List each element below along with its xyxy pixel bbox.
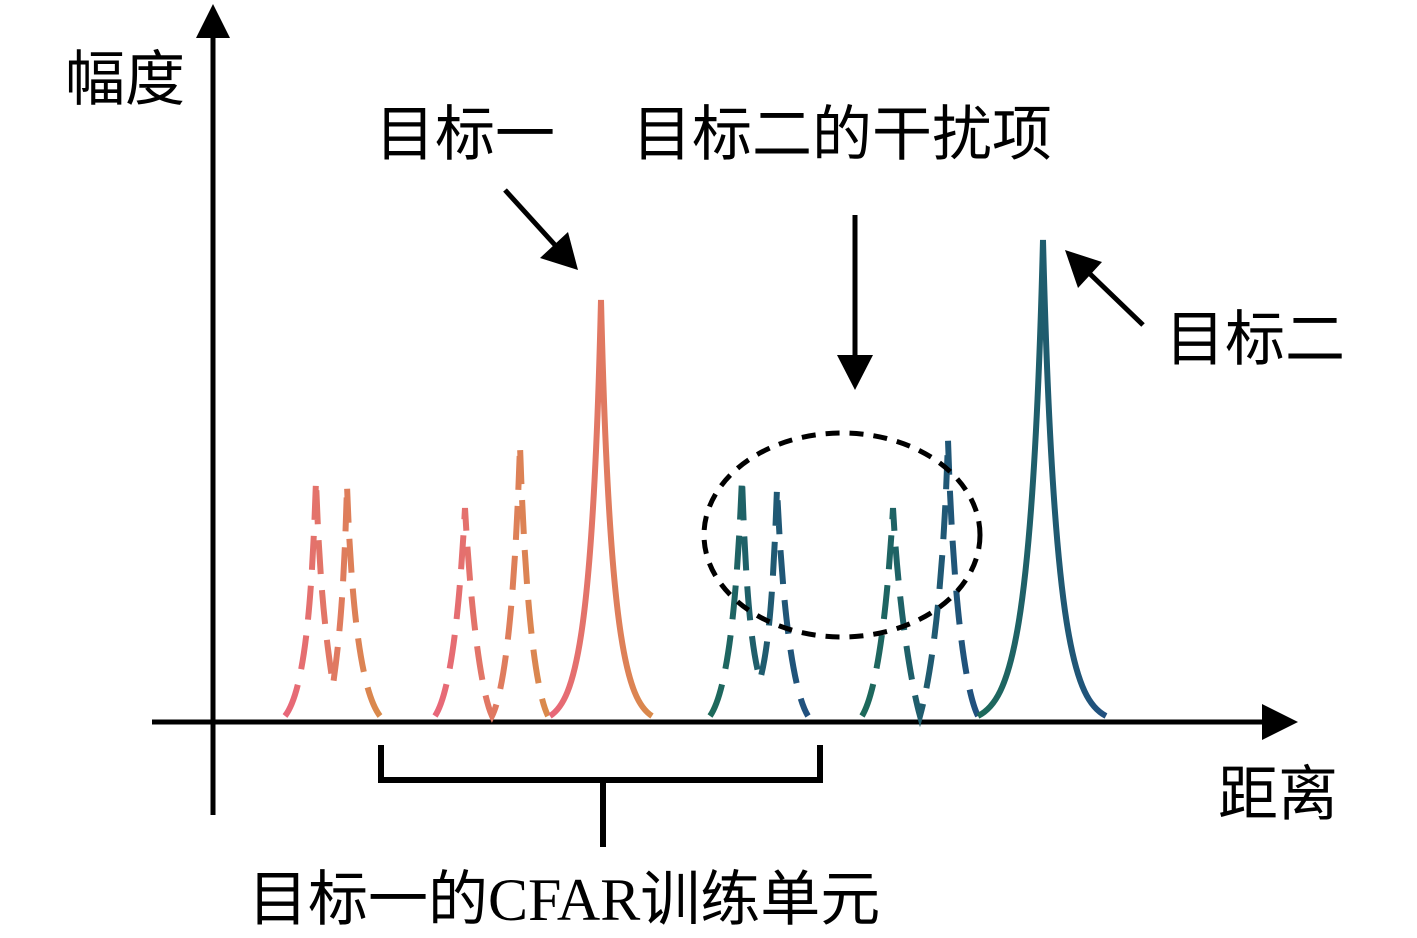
arrow: [503, 188, 557, 247]
dashed-peak: [707, 477, 811, 718]
dashed-peak: [282, 479, 383, 718]
annotation: 目标一的CFAR训练单元: [248, 867, 880, 933]
y-axis-arrow: [196, 4, 230, 38]
arrow-head: [540, 232, 578, 270]
dashed-peak: [859, 439, 981, 728]
dashed-peak: [432, 444, 551, 723]
annotation: 目标二的干扰项: [632, 102, 1052, 168]
arrows: [503, 188, 1145, 390]
dashed-peaks: [282, 439, 981, 728]
y-axis-label: 幅度: [65, 47, 185, 113]
axes: [152, 4, 1298, 815]
arrow-head: [1065, 250, 1102, 288]
interference-ellipse: [701, 430, 983, 640]
x-axis-arrow: [1262, 704, 1298, 740]
annotation: 目标一: [375, 102, 555, 168]
target-one-peak: [548, 299, 654, 719]
arrow: [1086, 270, 1145, 327]
bracket: [378, 745, 823, 847]
x-axis-label: 距离: [1218, 762, 1338, 828]
arrow-head: [837, 355, 873, 390]
annotation: 目标二: [1165, 307, 1345, 373]
target-two-peak: [976, 239, 1108, 719]
